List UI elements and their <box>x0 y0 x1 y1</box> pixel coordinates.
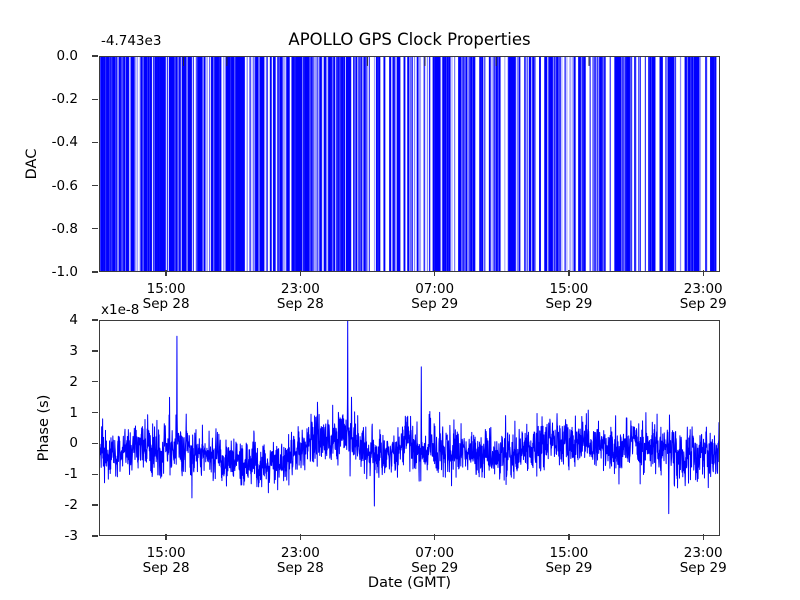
y-tick-mark <box>92 442 98 445</box>
y-tick-label: 4 <box>69 312 78 328</box>
y-tick-label: -1 <box>64 466 78 483</box>
x-tick-mark <box>433 270 436 276</box>
x-tick-date: Sep 29 <box>411 560 459 577</box>
y-tick-label: 0 <box>69 435 78 452</box>
y-tick-mark <box>92 98 98 100</box>
phase-y-axis-label: Phase (s) <box>36 394 52 462</box>
y-tick-label: -0.8 <box>51 220 78 237</box>
y-tick-mark <box>92 319 98 321</box>
y-tick-mark <box>92 535 98 537</box>
y-tick-mark <box>92 228 98 230</box>
x-tick-label: 15:00 Sep 29 <box>545 545 593 577</box>
y-tick-mark <box>92 271 98 273</box>
phase-y-offset-text: x1e-8 <box>101 302 140 318</box>
y-tick-label: 1 <box>69 404 78 421</box>
y-tick-label: 3 <box>69 342 78 359</box>
dac-x-axis-ticks: 15:00 Sep 28 23:00 Sep 28 07:00 Sep 29 15:00 Se… <box>0 270 800 312</box>
phase-x-axis-ticks: 15:00 Sep 28 23:00 Sep 28 07:00 Sep 29 15:00 Se… <box>0 534 800 576</box>
y-tick-mark <box>92 55 98 57</box>
y-tick-mark <box>92 184 98 187</box>
x-tick-mark <box>165 270 167 276</box>
y-tick-label: -0.2 <box>51 91 78 108</box>
y-tick-label: 0.0 <box>56 48 78 64</box>
x-tick-time: 15:00 <box>146 545 186 561</box>
y-tick-label: -0.6 <box>51 177 78 194</box>
x-tick-date: Sep 29 <box>545 296 593 313</box>
dac-y-axis-ticks: 0.0 -0.2 -0.4 -0.6 -0.8 -1.0 <box>0 48 98 280</box>
x-tick-mark <box>702 270 704 276</box>
x-tick-label: 23:00 Sep 29 <box>679 281 727 313</box>
x-tick-date: Sep 28 <box>276 296 324 313</box>
dac-y-offset-text: -4.743e3 <box>101 33 162 49</box>
y-tick-mark <box>92 504 98 506</box>
y-tick-mark <box>92 411 98 414</box>
x-tick-time: 23:00 <box>280 545 320 561</box>
y-tick-mark <box>92 350 98 352</box>
x-tick-date: Sep 28 <box>142 560 190 577</box>
y-tick-label: -0.4 <box>51 134 78 151</box>
y-tick-label: 2 <box>69 373 78 390</box>
phase-plot-area <box>99 320 720 536</box>
phase-x-axis-label: Date (GMT) <box>367 575 452 591</box>
x-tick-time: 23:00 <box>280 281 320 297</box>
x-tick-mark <box>299 534 302 540</box>
dac-series-canvas <box>100 57 717 271</box>
x-tick-mark <box>433 534 436 540</box>
x-tick-label: 15:00 Sep 28 <box>142 281 190 313</box>
y-tick-label: -3 <box>64 528 78 544</box>
x-tick-time: 15:00 <box>549 281 589 297</box>
page-title: APOLLO GPS Clock Properties <box>288 30 531 49</box>
x-tick-time: 23:00 <box>683 545 723 561</box>
dac-plot-area <box>99 56 720 272</box>
x-tick-mark <box>299 270 302 276</box>
x-tick-label: 15:00 Sep 29 <box>545 281 593 313</box>
x-tick-mark <box>568 270 570 276</box>
x-tick-time: 07:00 <box>415 281 455 297</box>
x-tick-time: 07:00 <box>415 545 455 561</box>
x-tick-date: Sep 29 <box>545 560 593 577</box>
x-tick-date: Sep 28 <box>276 560 324 577</box>
y-tick-label: -2 <box>64 497 78 514</box>
x-tick-label: 23:00 Sep 29 <box>679 545 727 577</box>
x-tick-date: Sep 28 <box>142 296 190 313</box>
x-tick-time: 23:00 <box>683 281 723 297</box>
phase-trace <box>100 321 719 515</box>
phase-series-canvas <box>100 321 719 515</box>
phase-y-axis-ticks: 4 3 2 1 0 -1 -2 -3 <box>0 312 98 544</box>
x-tick-label: 07:00 Sep 29 <box>411 545 459 577</box>
x-tick-time: 15:00 <box>549 545 589 561</box>
x-tick-date: Sep 29 <box>679 560 727 577</box>
y-tick-mark <box>92 381 98 383</box>
x-tick-date: Sep 29 <box>411 296 459 313</box>
x-tick-mark <box>568 534 570 540</box>
x-tick-date: Sep 29 <box>679 296 727 313</box>
y-tick-label: -1.0 <box>51 264 78 280</box>
x-tick-mark <box>702 534 704 540</box>
dac-y-axis-label: DAC <box>24 148 40 180</box>
x-tick-label: 15:00 Sep 28 <box>142 545 190 577</box>
x-tick-label: 23:00 Sep 28 <box>276 281 324 313</box>
y-tick-mark <box>92 141 98 144</box>
y-tick-mark <box>92 473 98 475</box>
x-tick-label: 07:00 Sep 29 <box>411 281 459 313</box>
x-tick-label: 23:00 Sep 28 <box>276 545 324 577</box>
x-tick-time: 15:00 <box>146 281 186 297</box>
x-tick-mark <box>165 534 167 540</box>
